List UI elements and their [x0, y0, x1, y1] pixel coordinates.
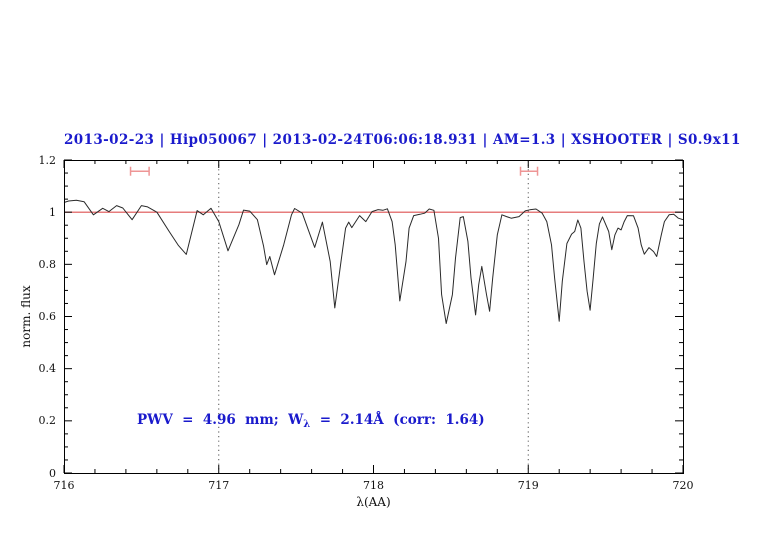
pwv-annotation-lambda-subscript: λ: [303, 419, 311, 430]
x-tick-label: 718: [363, 479, 384, 492]
pwv-annotation-suffix: = 2.14Å (corr: 1.64): [310, 412, 485, 428]
spectrum-curve: [63, 199, 684, 324]
x-tick-label: 716: [53, 479, 75, 492]
y-axis-label: norm. flux: [19, 285, 33, 347]
plot-title: 2013-02-23 | Hip050067 | 2013-02-24T06:0…: [64, 132, 741, 148]
y-tick-label: 0.4: [38, 362, 57, 376]
y-tick-label: 0.8: [38, 257, 57, 271]
y-tick-label: 1.2: [38, 153, 57, 167]
y-tick-label: 0: [49, 466, 56, 480]
x-tick-label: 717: [208, 479, 230, 492]
pwv-annotation-prefix: PWV = 4.96 mm; W: [137, 412, 304, 428]
y-tick-label: 0.2: [38, 414, 57, 428]
x-tick-label: 719: [517, 479, 539, 492]
pwv-annotation: PWV = 4.96 mm; Wλ = 2.14Å (corr: 1.64): [137, 412, 485, 430]
x-tick-label: 720: [672, 479, 694, 492]
x-axis-label: λ(AA): [356, 495, 391, 509]
y-tick-label: 1: [49, 205, 56, 219]
y-tick-label: 0.6: [38, 310, 57, 323]
